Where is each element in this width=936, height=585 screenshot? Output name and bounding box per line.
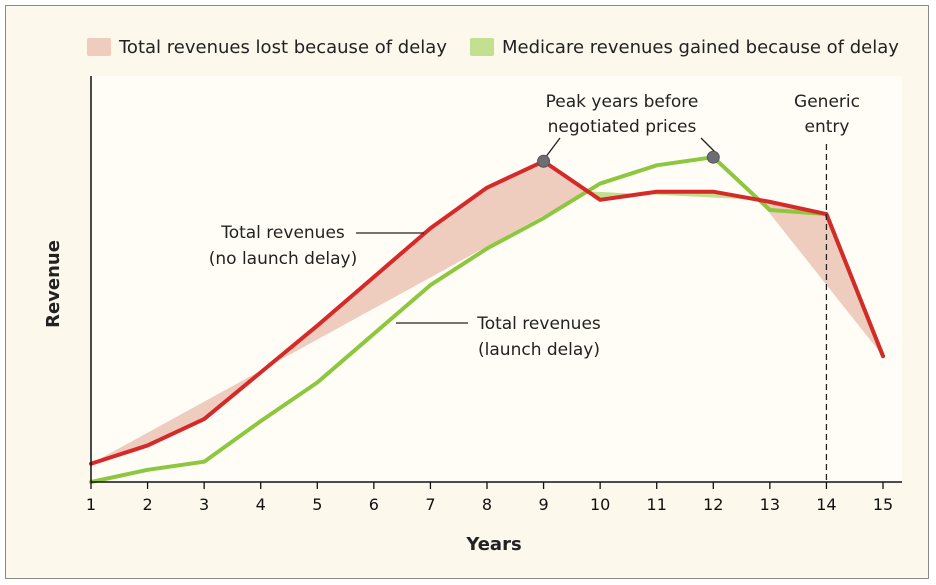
x-tick-label-14: 14 [816,495,836,514]
x-tick-label-12: 12 [703,495,723,514]
generic-entry-label-line2: entry [805,117,850,137]
peak-annotation-line2: negotiated prices [548,117,697,137]
legend-label-lost: Total revenues lost because of delay [118,37,447,58]
legend: Total revenues lost because of delay Med… [87,37,899,58]
x-tick-label-13: 13 [760,495,780,514]
x-ticks: 1 2 3 4 5 6 7 8 9 10 11 12 13 14 15 [86,482,893,514]
x-tick-label-9: 9 [538,495,548,514]
peak-markers [537,150,720,168]
no-delay-annotation-line1: Total revenues [220,223,345,243]
no-delay-annotation-line2: (no launch delay) [209,249,358,269]
x-tick-label-3: 3 [199,495,209,514]
series-line-no-launch-delay [89,159,885,466]
generic-entry-label-line1: Generic [794,92,860,112]
x-tick-label-10: 10 [590,495,610,514]
legend-label-gained: Medicare revenues gained because of dela… [502,37,899,58]
x-tick-label-5: 5 [312,495,322,514]
delay-annotation-line2: (launch delay) [478,340,600,360]
x-tick-label-1: 1 [86,495,96,514]
delay-annotation-line1: Total revenues [476,314,601,334]
x-tick-label-2: 2 [142,495,152,514]
area-revenues-lost-0 [91,161,588,464]
x-tick-label-15: 15 [873,495,893,514]
x-tick-label-4: 4 [256,495,266,514]
x-tick-label-7: 7 [425,495,435,514]
peak-leader-left [544,137,561,159]
peak-annotation-line1: Peak years before [546,92,699,112]
chart-figure: Total revenues lost because of delay Med… [5,5,929,579]
x-tick-label-11: 11 [647,495,667,514]
y-axis-title: Revenue [43,240,64,328]
legend-swatch-lost [87,38,111,56]
series-line-launch-delay [89,155,885,484]
legend-swatch-gained [470,38,494,56]
x-axis-title: Years [465,534,521,555]
peak-marker-1 [537,154,551,168]
area-revenues-lost-2 [759,199,883,357]
x-tick-label-8: 8 [482,495,492,514]
revenue-chart: Total revenues lost because of delay Med… [43,37,902,555]
series-layer [89,155,885,484]
peak-marker-2 [706,150,720,164]
peak-leader-right [700,137,717,154]
plot-background [92,76,902,482]
x-tick-label-6: 6 [369,495,379,514]
